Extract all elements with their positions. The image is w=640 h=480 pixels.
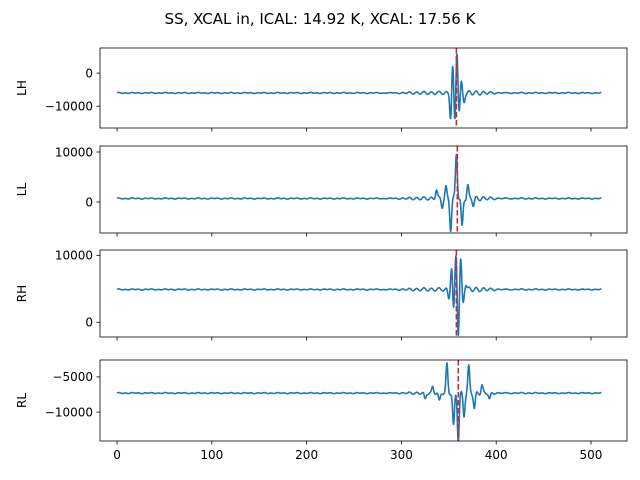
y-tick-label: 0 (85, 195, 93, 209)
x-tick-label: 400 (485, 448, 508, 462)
axes-frame (99, 145, 628, 234)
x-tick-label: 500 (580, 448, 603, 462)
y-axis-label: LL (15, 183, 29, 197)
subplot-rl: −5000 −10000 0 100 200 300 400 500 RL (15, 359, 628, 462)
subplot-rh: 10000 0 RH (15, 249, 628, 341)
y-tick-label: −5000 (52, 370, 93, 384)
y-axis-label: LH (15, 80, 29, 96)
series-line-lh (116, 53, 602, 120)
axes-frame (99, 359, 628, 442)
y-tick-label: 10000 (55, 249, 93, 263)
x-tick-label: 200 (295, 448, 318, 462)
subplot-ll: 10000 0 LL (15, 145, 628, 237)
y-axis-label: RH (15, 285, 29, 302)
y-axis-label: RL (15, 393, 29, 408)
chart-title: SS, XCAL in, ICAL: 14.92 K, XCAL: 17.56 … (165, 10, 477, 28)
series-line-rh (116, 255, 602, 337)
series-line-ll (116, 153, 602, 233)
axes-frame (99, 249, 628, 338)
series-line-rl (116, 362, 602, 441)
subplot-lh: 0 −10000 LH (15, 47, 628, 132)
y-tick-label: 0 (85, 66, 93, 80)
y-tick-label: −10000 (45, 99, 93, 113)
y-tick-label: 0 (85, 316, 93, 330)
x-tick-label: 300 (390, 448, 413, 462)
x-tick-label: 100 (200, 448, 223, 462)
axes-frame (99, 47, 628, 129)
y-tick-label: −10000 (45, 405, 93, 419)
x-tick-label: 0 (113, 448, 121, 462)
y-tick-label: 10000 (55, 145, 93, 159)
